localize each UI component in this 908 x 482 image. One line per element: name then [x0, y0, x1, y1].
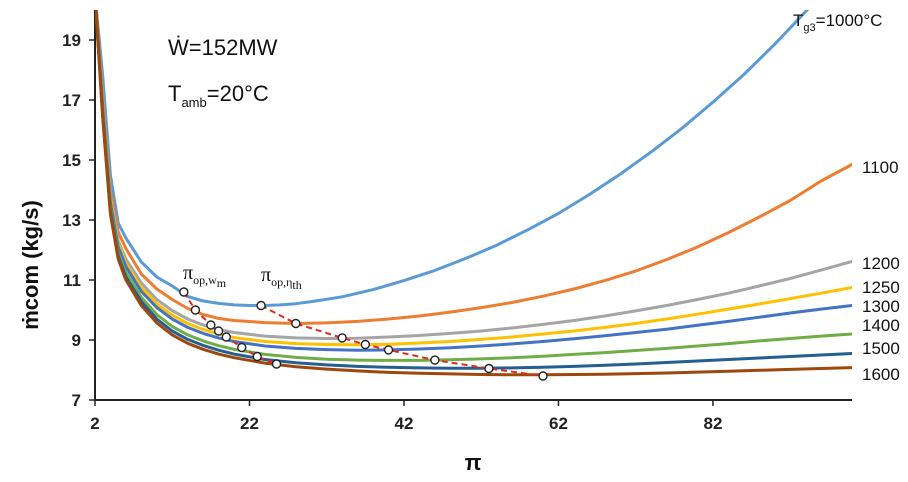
optimum-point-pi-op-eta-th-8: [538, 371, 548, 381]
y-axis-title: ṁcom (kg/s): [18, 200, 43, 330]
optimum-point-pi-op-eta-th-1: [256, 300, 266, 311]
ambient-temperature-annotation: Tamb=20°C: [168, 81, 269, 110]
pi-op-eta-main: π: [261, 264, 271, 286]
series-label-1000-rest: =1000°C: [816, 11, 883, 30]
optimum-point-pi-op-eta-th-4: [360, 339, 371, 350]
y-tick-label-17: 17: [62, 91, 81, 110]
optimum-point-pi-op-wm-1: [179, 287, 189, 297]
y-tick-label-7: 7: [72, 391, 81, 410]
optimum-point-pi-op-wm-8: [271, 359, 282, 369]
optimum-line-pi-op-eta-th: [260, 304, 544, 377]
series-label-1600: 1600: [862, 365, 900, 384]
series-label-1300: 1300: [862, 297, 900, 316]
optimum-point-pi-op-eta-th-2: [291, 318, 301, 329]
x-tick-label-42: 42: [395, 414, 414, 433]
pi-op-wm-sub: op,w: [193, 273, 217, 287]
pi-op-eta-subsub: th: [292, 278, 301, 292]
optimum-point-pi-op-eta-th-5: [383, 345, 394, 355]
optimum-point-pi-op-wm-6: [237, 342, 247, 353]
pi-op-wm-main: π: [183, 262, 193, 284]
y-tick-label-9: 9: [72, 331, 81, 350]
power-annotation: Ẇ=152MW: [168, 35, 278, 60]
y-tick-label-19: 19: [62, 31, 81, 50]
optimum-point-pi-op-wm-5: [221, 332, 232, 342]
series-label-1200: 1200: [862, 254, 900, 273]
x-tick-group: 2 22 42 62 82: [90, 400, 722, 433]
x-tick-label-2: 2: [90, 414, 99, 433]
y-tick-label-13: 13: [62, 211, 81, 230]
y-tick-label-15: 15: [62, 151, 81, 170]
optimum-point-group: [179, 287, 548, 381]
optimum-point-pi-op-eta-th-7: [484, 363, 494, 374]
series-line-1300: [95, 10, 852, 352]
series-label-1000-main: T: [793, 11, 803, 30]
x-tick-label-22: 22: [240, 414, 259, 433]
pi-op-eta-annotation: πop,ηth: [261, 264, 302, 292]
series-label-1500: 1500: [862, 339, 900, 358]
optimum-point-pi-op-wm-2: [190, 305, 201, 315]
curve-group: [95, 10, 852, 377]
series-label-1000: Tg3=1000°C: [793, 11, 882, 34]
series-line-1400: [95, 10, 852, 362]
series-line-1250: [95, 10, 852, 347]
optimum-point-pi-op-wm-3: [206, 320, 216, 330]
series-line-tg3-1000-c: [95, 10, 810, 307]
pi-op-wm-annotation: πop,wm: [183, 262, 227, 290]
x-tick-label-82: 82: [703, 414, 722, 433]
series-label-1100: 1100: [862, 158, 899, 177]
series-label-1000-sub: g3: [803, 22, 815, 34]
ambient-temperature-sub: amb: [181, 95, 206, 110]
series-line-1100: [95, 10, 852, 325]
series-line-1200: [95, 10, 852, 340]
y-tick-group: 7 9 11 13 15 17 19: [62, 31, 95, 410]
x-axis-title: π: [465, 450, 482, 475]
pi-op-eta-sub: op,η: [271, 275, 292, 289]
pi-op-wm-subsub: m: [217, 276, 227, 290]
optimum-point-pi-op-eta-th-6: [430, 355, 440, 365]
ambient-temperature-rest: =20°C: [207, 81, 269, 106]
series-label-1400: 1400: [862, 316, 900, 335]
series-line-1500: [95, 10, 852, 370]
y-tick-label-11: 11: [63, 271, 81, 290]
optimum-point-pi-op-eta-th-3: [337, 333, 347, 343]
y-axis-title-group: ṁcom (kg/s): [18, 200, 43, 330]
optimum-point-pi-op-wm-7: [252, 351, 262, 362]
x-tick-label-62: 62: [549, 414, 568, 433]
ambient-temperature-main: T: [168, 81, 181, 106]
series-label-1250: 1250: [862, 278, 900, 297]
series-line-1600: [95, 10, 852, 377]
optimum-point-pi-op-wm-4: [213, 326, 224, 336]
